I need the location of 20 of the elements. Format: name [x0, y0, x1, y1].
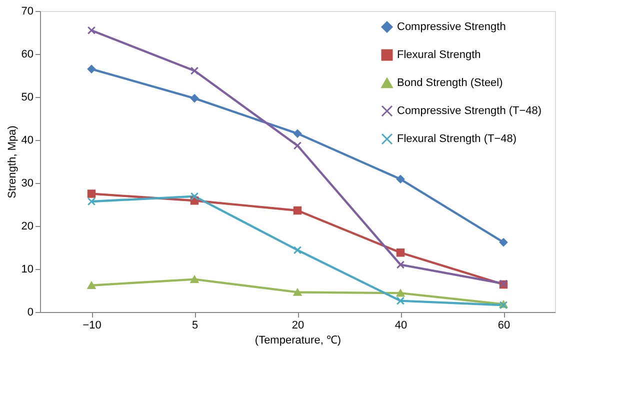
y-tick-label: 10 — [21, 264, 34, 276]
y-tick-label: 60 — [21, 48, 34, 60]
x-tick-label: −10 — [82, 320, 102, 332]
y-tick-label: 50 — [21, 92, 34, 104]
x-tick-label: 60 — [498, 320, 510, 332]
y-axis-title: Strength, Mpa) — [6, 126, 18, 198]
x-tick-label: 20 — [292, 320, 304, 332]
x-tick-label: 40 — [394, 320, 408, 332]
legend-label: Flexural Strength (T−48) — [397, 133, 517, 145]
legend-label: Bond Strength (Steel) — [397, 77, 503, 89]
y-tick-label: 20 — [21, 220, 34, 232]
y-tick-label: 0 — [27, 306, 34, 318]
x-tick-label: 5 — [192, 320, 198, 332]
legend-label: Compressive Strength (T−48) — [397, 105, 542, 117]
legend-label: Compressive Strength — [397, 21, 506, 33]
y-tick-label: 70 — [21, 6, 34, 18]
y-tick-label: 30 — [21, 178, 34, 190]
y-tick-label: 40 — [21, 134, 34, 146]
x-axis-title: (Temperature, ℃) — [254, 334, 342, 346]
legend-label: Flexural Strength — [397, 49, 481, 61]
